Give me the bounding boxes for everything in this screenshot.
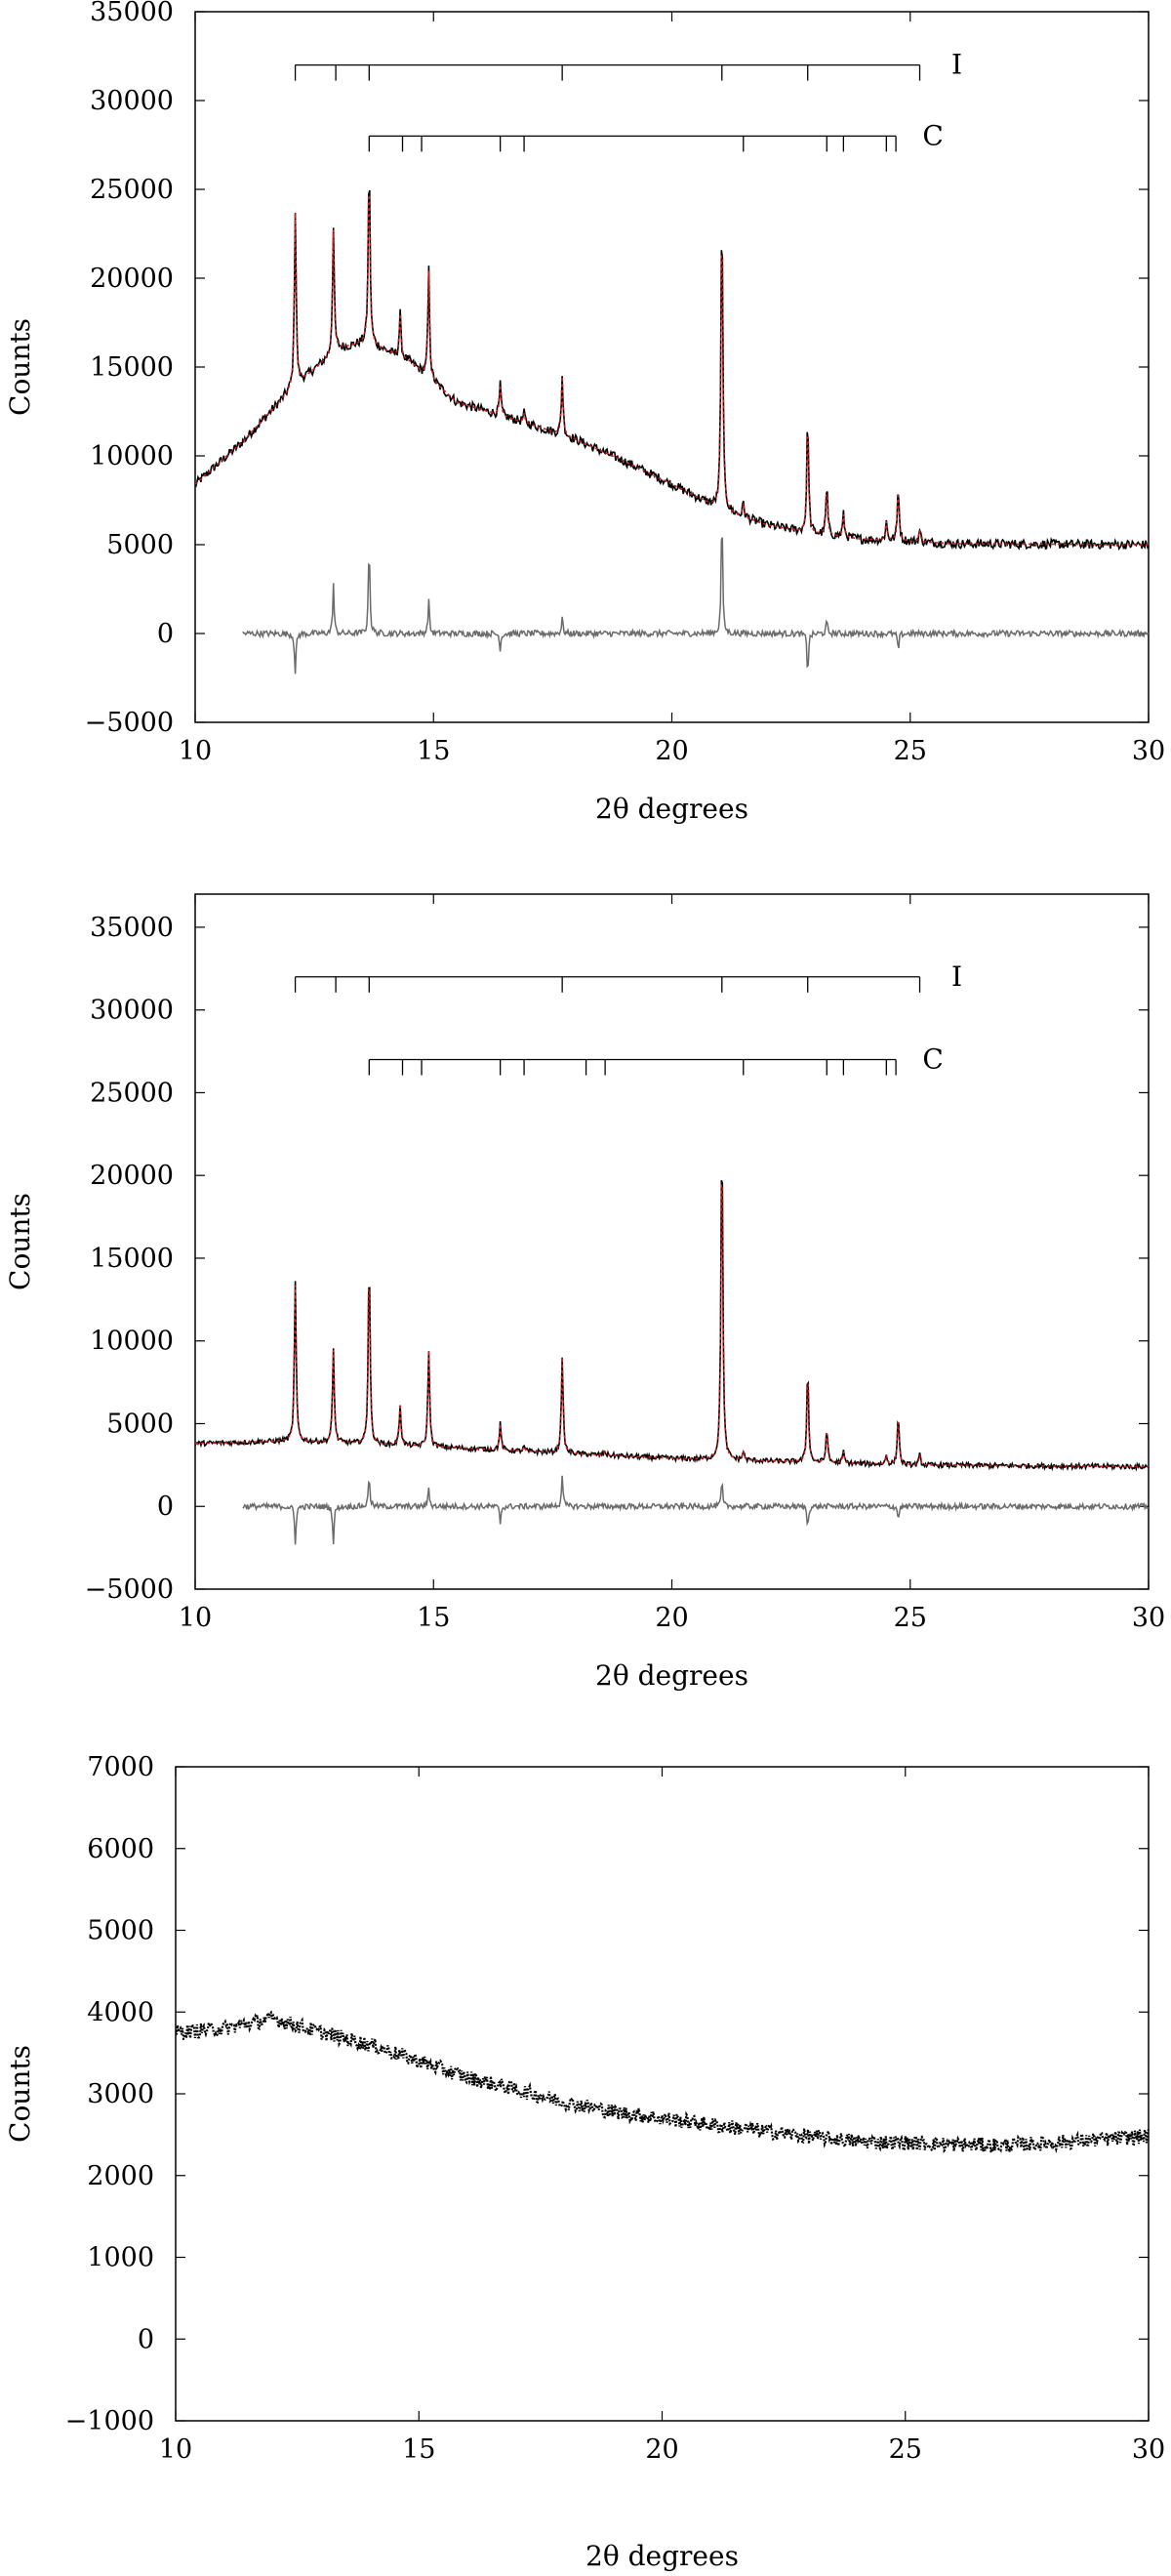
chart-panel-1: 10 15 20 25 30 −5000 0 5000 10000 15000 20000 25000… <box>4 0 1165 825</box>
y-tick-label: 15000 <box>90 1244 174 1274</box>
y-tick-label: 3000 <box>87 2079 154 2109</box>
y-tick-label: 0 <box>138 2324 154 2354</box>
chart-panel-3: 10 15 20 25 30 −1000 0 1000 2000 3000 4000 5000 6000… <box>4 1752 1165 2572</box>
difference-curve <box>242 537 1149 675</box>
plot-area <box>195 189 1149 675</box>
y-tick-label: 0 <box>157 619 174 649</box>
x-tick-label: 10 <box>159 2434 192 2465</box>
x-tick-label: 15 <box>417 736 450 766</box>
y-tick-label: 6000 <box>87 1834 154 1864</box>
x-tick-label: 15 <box>417 1603 450 1633</box>
y-tick-label: 4000 <box>87 1997 154 2027</box>
y-tick-label: −5000 <box>85 708 174 738</box>
reflection-markers-C: C <box>368 1043 944 1076</box>
plot-frame <box>175 1766 1150 2422</box>
x-tick-label: 30 <box>1132 736 1165 766</box>
x-tick-label: 25 <box>894 736 927 766</box>
x-axis-label: 2θ degrees <box>586 2540 739 2572</box>
y-tick-label: 0 <box>157 1492 174 1522</box>
phase-label-C: C <box>922 119 943 151</box>
plot-frame <box>194 11 1150 723</box>
y-tick-label: 35000 <box>90 0 174 27</box>
calculated-pattern <box>195 1184 1149 1468</box>
y-tick-label: 2000 <box>87 2161 154 2191</box>
plot-area <box>176 2009 1149 2154</box>
observed-pattern <box>195 189 1149 552</box>
y-tick-label: 5000 <box>106 530 174 560</box>
y-axis-label: Counts <box>4 2045 36 2143</box>
reflection-markers-I: I <box>294 49 962 81</box>
x-axis-label: 2θ degrees <box>595 793 748 825</box>
x-tick-label: 30 <box>1132 2434 1165 2465</box>
y-tick-label: −5000 <box>85 1574 174 1605</box>
x-tick-label: 15 <box>402 2434 435 2465</box>
y-tick-label: −1000 <box>65 2406 154 2436</box>
y-tick-label: 5000 <box>87 1916 154 1946</box>
phase-label-C: C <box>922 1043 943 1076</box>
chart-panel-2: 10 15 20 25 30 −5000 0 5000 10000 15000 20000 25000… <box>4 893 1165 1692</box>
x-tick-label: 20 <box>655 1603 688 1633</box>
phase-label-I: I <box>951 961 962 993</box>
plot-frame <box>194 893 1150 1590</box>
y-tick-label: 1000 <box>87 2243 154 2273</box>
y-tick-label: 15000 <box>90 352 174 383</box>
plot-area <box>195 1179 1149 1545</box>
x-tick-label: 20 <box>645 2434 678 2465</box>
x-tick-label: 10 <box>179 1603 212 1633</box>
x-tick-label: 25 <box>889 2434 922 2465</box>
x-tick-label: 20 <box>655 736 688 766</box>
reflection-markers-I: I <box>294 961 962 993</box>
observed-pattern <box>195 1179 1149 1472</box>
y-tick-label: 25000 <box>90 175 174 205</box>
calculated-pattern <box>195 193 1149 546</box>
y-tick-label: 30000 <box>90 996 174 1026</box>
x-axis-label: 2θ degrees <box>595 1659 748 1692</box>
phase-label-I: I <box>951 49 962 81</box>
x-tick-label: 30 <box>1132 1603 1165 1633</box>
y-tick-label: 35000 <box>90 913 174 943</box>
y-tick-label: 25000 <box>90 1078 174 1108</box>
y-tick-label: 20000 <box>90 1161 174 1191</box>
reflection-markers-C: C <box>368 119 944 152</box>
y-tick-label: 30000 <box>90 86 174 116</box>
observed-pattern <box>176 2009 1149 2154</box>
difference-curve <box>242 1475 1149 1545</box>
x-tick-label: 25 <box>894 1603 927 1633</box>
y-tick-label: 7000 <box>87 1752 154 1782</box>
y-tick-label: 10000 <box>90 441 174 471</box>
y-tick-label: 10000 <box>90 1327 174 1357</box>
y-axis-label: Counts <box>4 1193 36 1290</box>
y-tick-label: 20000 <box>90 264 174 294</box>
y-tick-label: 5000 <box>106 1409 174 1439</box>
y-axis-label: Counts <box>4 318 36 416</box>
x-tick-label: 10 <box>179 736 212 766</box>
